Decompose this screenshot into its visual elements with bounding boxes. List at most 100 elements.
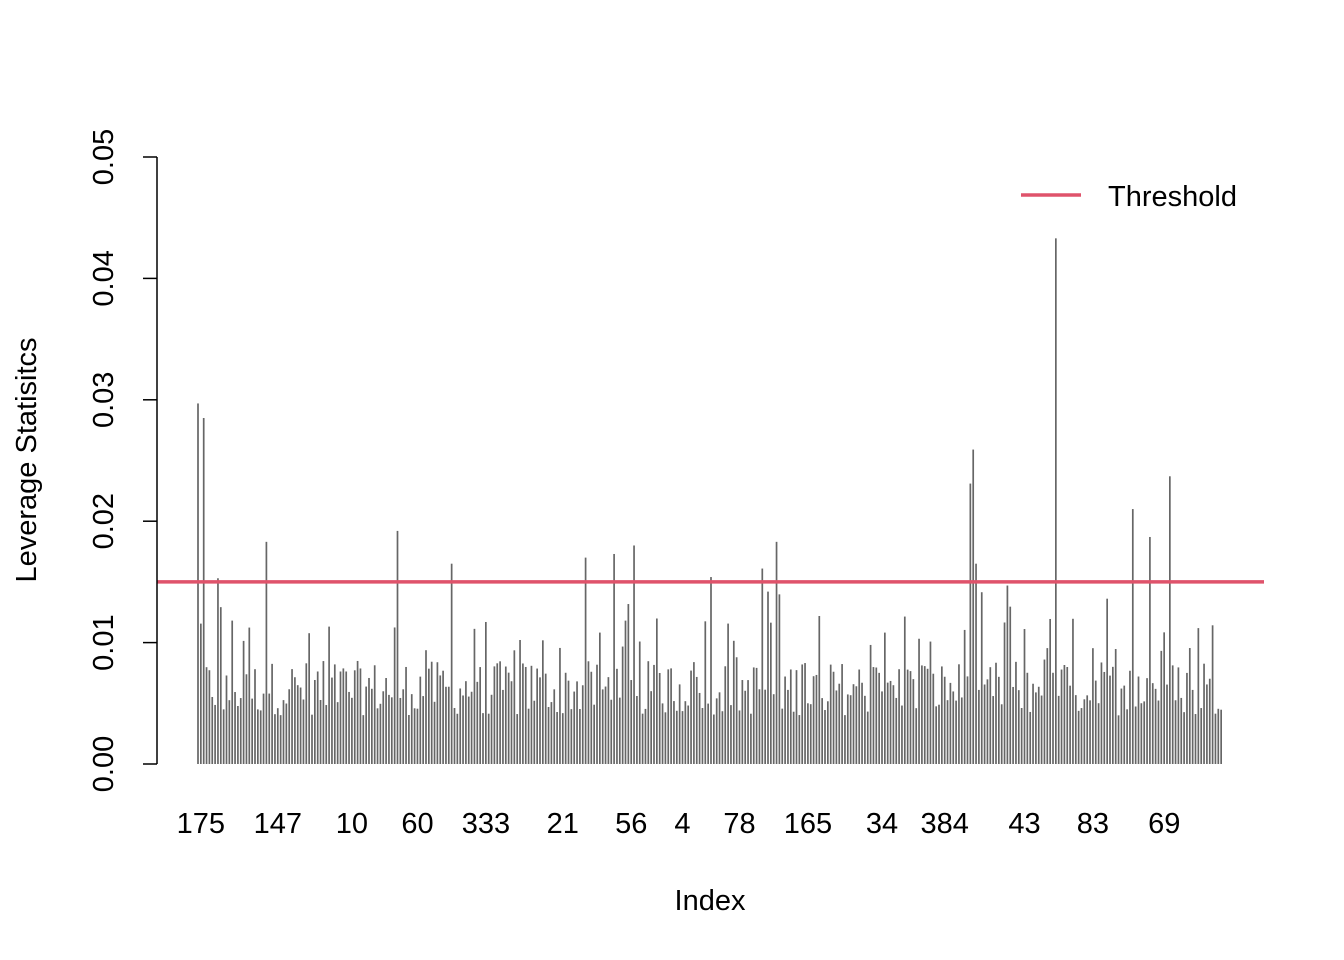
bar	[758, 689, 761, 764]
bar	[245, 674, 248, 764]
bar	[348, 691, 350, 764]
bar	[433, 701, 436, 764]
bar	[544, 673, 547, 764]
bar	[721, 711, 724, 764]
bar	[989, 667, 992, 764]
bar	[980, 592, 983, 764]
bar	[328, 626, 330, 764]
bar	[1191, 689, 1194, 764]
bar	[507, 672, 510, 764]
bar	[547, 707, 550, 764]
bar	[892, 685, 895, 764]
bar	[325, 705, 328, 764]
bar	[299, 687, 302, 764]
bar	[561, 713, 564, 764]
bar	[542, 640, 544, 764]
bar	[422, 696, 424, 764]
bar	[1066, 667, 1069, 764]
bar	[781, 708, 784, 764]
bar	[852, 684, 855, 764]
bar	[416, 708, 419, 764]
bar	[1180, 697, 1183, 764]
bar	[741, 680, 744, 764]
bar	[809, 704, 812, 764]
legend: Threshold	[1021, 181, 1237, 213]
bar	[824, 710, 826, 764]
bar	[271, 663, 273, 764]
bar	[1143, 701, 1146, 764]
bar	[807, 703, 809, 764]
bar	[1140, 703, 1143, 764]
bar	[1092, 648, 1094, 764]
bar	[858, 669, 861, 764]
bar	[476, 681, 479, 764]
bar	[952, 691, 955, 764]
bar	[1032, 683, 1034, 764]
bar	[752, 667, 755, 764]
bar	[473, 628, 476, 764]
bar	[884, 632, 886, 764]
bar	[333, 664, 336, 764]
bar	[413, 708, 416, 764]
bar	[715, 698, 718, 764]
bar	[556, 712, 558, 764]
bar	[1049, 618, 1051, 764]
bar	[864, 695, 866, 764]
bar	[1089, 700, 1091, 764]
bar	[302, 699, 305, 764]
bar	[1211, 625, 1214, 764]
bar	[573, 691, 576, 764]
bar	[288, 689, 291, 764]
bar	[713, 714, 715, 764]
bar	[1137, 676, 1140, 764]
bar	[504, 666, 507, 764]
bar	[641, 713, 644, 764]
x-tick-label: 4	[674, 808, 690, 840]
bar	[590, 671, 593, 764]
x-tick-label: 10	[336, 808, 368, 840]
bar	[761, 568, 764, 764]
bar	[941, 666, 943, 764]
bar	[410, 694, 413, 764]
bar	[735, 657, 738, 764]
bar	[1097, 703, 1100, 764]
bar	[405, 666, 407, 764]
bar	[792, 711, 795, 764]
bar	[675, 710, 678, 764]
bar	[225, 675, 228, 764]
bar	[268, 693, 271, 764]
bar	[986, 679, 989, 764]
bar	[1046, 648, 1049, 764]
bar	[707, 703, 709, 764]
bar	[402, 689, 405, 764]
bar	[1197, 628, 1200, 764]
bar	[975, 563, 977, 764]
bar	[898, 669, 900, 764]
x-axis-tick-labels: 175 147 10 60 333 21 56 4 78 165 34 384 43 83 69	[177, 808, 1181, 840]
bar	[772, 694, 775, 764]
bar	[596, 664, 598, 764]
bar	[336, 702, 339, 764]
bar	[727, 623, 729, 764]
bar	[254, 669, 256, 764]
bar	[1040, 695, 1043, 764]
bar	[656, 618, 658, 764]
bar	[698, 692, 701, 764]
bar	[393, 627, 396, 764]
bar	[1009, 606, 1012, 764]
x-tick-label: 165	[784, 808, 832, 840]
bar	[815, 674, 818, 764]
bar	[687, 705, 690, 764]
bar	[1123, 685, 1126, 764]
bar	[875, 667, 878, 764]
bar	[1114, 649, 1117, 764]
bar	[428, 668, 430, 764]
bar	[616, 668, 618, 764]
bar	[527, 708, 530, 764]
bar	[821, 698, 823, 764]
bar	[493, 666, 496, 764]
bar	[513, 650, 516, 764]
bar	[390, 697, 393, 764]
x-tick-label: 21	[547, 808, 579, 840]
bar	[316, 671, 319, 764]
